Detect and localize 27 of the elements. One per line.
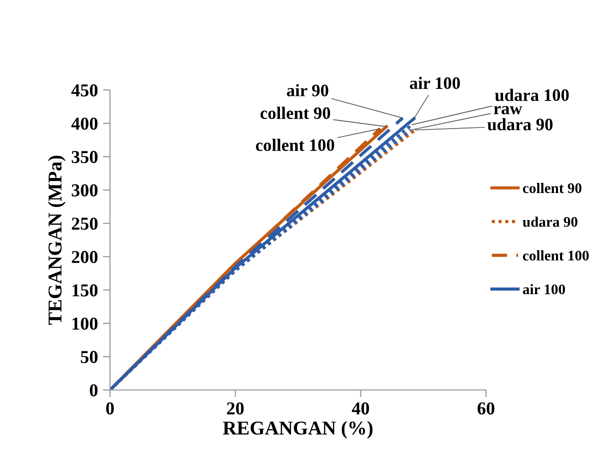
legend-label: collent 90 — [522, 182, 582, 194]
y-tick-label: 150 — [72, 284, 98, 296]
y-axis-title: TEGANGAN (MPa) — [48, 156, 66, 325]
y-tick-label: 350 — [72, 150, 98, 164]
annotation: raw — [494, 106, 522, 114]
y-tick-label: 250 — [72, 218, 98, 230]
annotation: udara 100 — [494, 88, 569, 102]
legend-label: collent 100 — [522, 250, 589, 261]
legend-label: air 100 — [522, 284, 565, 294]
x-tick-label: 20 — [227, 402, 244, 415]
y-tick-label: 300 — [72, 184, 98, 196]
x-tick-label: 0 — [106, 402, 114, 415]
x-tick-label: 40 — [352, 402, 370, 415]
annotation: collent 90 — [260, 106, 330, 120]
annotation: udara 90 — [487, 118, 553, 130]
annotation: air 90 — [286, 84, 328, 96]
y-tick-label: 0 — [90, 384, 98, 396]
y-tick-label: 50 — [80, 350, 98, 364]
y-tick-label: 100 — [72, 318, 98, 330]
y-tick-label: 450 — [71, 84, 98, 96]
x-axis-title: REGANGAN (%) — [222, 420, 372, 439]
annotation: air 100 — [410, 76, 460, 90]
y-tick-label: 400 — [71, 118, 98, 130]
annotation: collent 100 — [256, 138, 334, 152]
y-tick-label: 200 — [72, 250, 98, 264]
x-tick-label: 60 — [478, 402, 494, 415]
legend-label: udara 90 — [522, 216, 578, 227]
